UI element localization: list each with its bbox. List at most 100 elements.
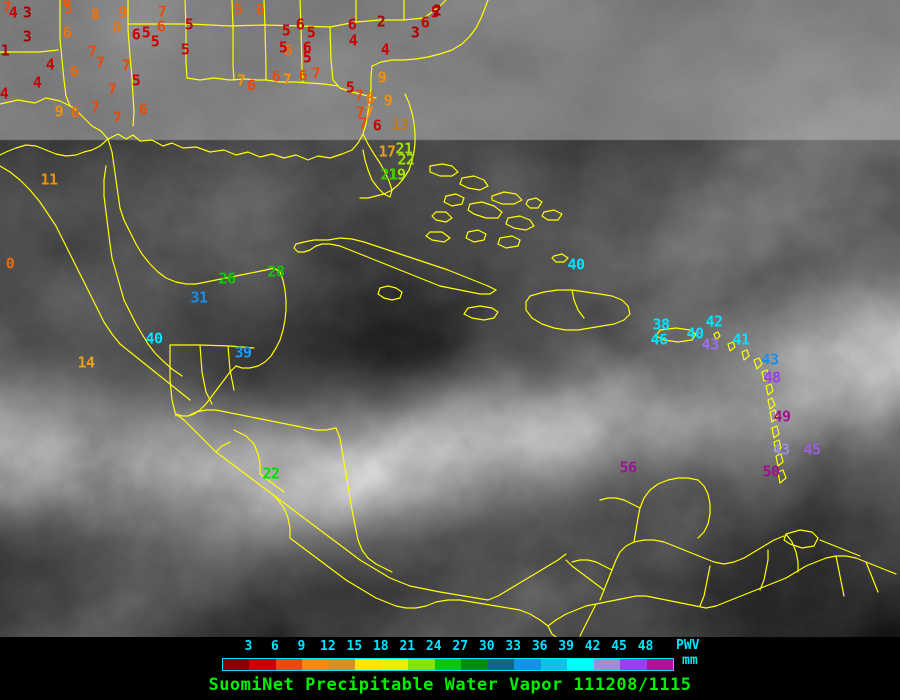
colorbar-tick: 21 <box>399 639 416 654</box>
colorbar-tick: 9 <box>297 639 306 654</box>
colorbar-segment <box>355 659 382 670</box>
station-pwv-value: 5 <box>131 71 141 90</box>
infrared-satellite-imagery <box>0 0 900 637</box>
pwv-quantity-label: PWV <box>676 638 700 653</box>
station-pwv-value: 4 <box>0 84 9 103</box>
station-pwv-value: 5 <box>430 3 440 22</box>
station-pwv-value: 6 <box>131 25 141 44</box>
pwv-unit-text: mm <box>682 653 698 668</box>
colorbar-segment <box>302 659 329 670</box>
station-pwv-value: 6 <box>138 100 148 119</box>
colorbar-tick: 18 <box>372 639 389 654</box>
station-pwv-value: 39 <box>234 343 252 362</box>
station-pwv-value: 5 <box>180 40 190 59</box>
colorbar-segment <box>567 659 594 670</box>
station-pwv-value: 1 <box>0 41 10 60</box>
station-pwv-value: 7 <box>358 114 368 133</box>
station-pwv-value: 14 <box>77 353 95 372</box>
station-pwv-value: 9 <box>54 102 64 121</box>
station-pwv-value: 38 <box>652 315 670 334</box>
station-pwv-value: 2 <box>432 1 442 20</box>
colorbar-segment <box>487 659 515 670</box>
station-pwv-value: 7 <box>355 103 365 122</box>
station-pwv-value: 6 <box>271 67 281 86</box>
station-pwv-value: 6 <box>372 116 382 135</box>
station-pwv-value: 7 <box>364 103 374 122</box>
station-pwv-value: 7 <box>121 56 131 75</box>
station-pwv-value: 13 <box>391 115 409 134</box>
station-pwv-value: 31 <box>190 288 208 307</box>
station-pwv-value: 3 <box>22 3 32 22</box>
station-pwv-value: 5 <box>63 0 73 18</box>
station-pwv-value: 7 <box>90 98 100 117</box>
station-pwv-value: 5 <box>141 23 151 42</box>
station-pwv-value: 6 <box>283 41 293 60</box>
station-pwv-value: 9 <box>118 3 128 22</box>
station-pwv-value: 3 <box>410 23 420 42</box>
station-pwv-value: 45 <box>803 440 821 459</box>
station-pwv-value: 21 <box>380 165 398 184</box>
colorbar-segment <box>461 659 488 670</box>
station-pwv-value: 28 <box>267 262 285 281</box>
station-pwv-value: 19 <box>388 165 406 184</box>
station-pwv-value: 5 <box>302 48 312 67</box>
station-pwv-value: 40 <box>567 255 585 274</box>
colorbar-tick: 12 <box>320 639 336 654</box>
colorbar-segment <box>593 659 621 670</box>
colorbar-segment <box>514 659 541 670</box>
station-pwv-value: 6 <box>347 15 357 34</box>
colorbar-tick: 27 <box>452 639 469 654</box>
colorbar-tick: 36 <box>531 639 548 654</box>
station-pwv-value: 40 <box>686 324 704 343</box>
station-pwv-value: 7 <box>107 80 117 99</box>
station-pwv-value: 6 <box>69 62 79 81</box>
colorbar-segment <box>408 659 435 670</box>
station-pwv-value: 7 <box>87 42 97 61</box>
station-pwv-value: 7 <box>236 71 246 90</box>
station-pwv-value: 7 <box>311 64 321 83</box>
colorbar-segment <box>540 659 568 670</box>
station-pwv-value: 22 <box>397 150 415 169</box>
colorbar-tick: 42 <box>584 639 601 654</box>
station-pwv-value: 7 <box>157 2 167 21</box>
station-pwv-value: 7 <box>112 108 122 127</box>
colorbar-segment <box>249 659 276 670</box>
station-pwv-value: 0 <box>5 254 15 273</box>
station-pwv-value: 22 <box>262 464 280 483</box>
station-pwv-value: 6 <box>62 23 72 42</box>
station-pwv-value: 49 <box>773 407 791 426</box>
station-pwv-value: 6 <box>365 89 375 108</box>
station-pwv-value: 4 <box>45 55 55 74</box>
station-pwv-value: 43 <box>701 335 719 354</box>
station-pwv-value: 2 <box>376 12 386 31</box>
station-pwv-value: 46 <box>650 330 668 349</box>
station-pwv-value: 9 <box>383 91 393 110</box>
station-pwv-value: 42 <box>705 312 723 331</box>
station-pwv-value: 7 <box>354 86 364 105</box>
station-pwv-value: 8 <box>90 5 100 24</box>
station-pwv-value: 8 <box>112 18 122 37</box>
station-pwv-value: 56 <box>619 458 637 477</box>
station-pwv-value: 11 <box>40 170 58 189</box>
station-pwv-value: 5 <box>306 23 316 42</box>
station-pwv-value: 5 <box>233 0 243 19</box>
station-pwv-value: 7 <box>95 53 105 72</box>
colorbar-segment <box>328 659 356 670</box>
colorbar-tick: 45 <box>611 639 627 654</box>
station-pwv-value: 48 <box>763 368 781 387</box>
station-pwv-value: 6 <box>156 17 166 36</box>
station-pwv-value: 5 <box>150 32 160 51</box>
station-pwv-value: 5 <box>345 78 355 97</box>
station-pwv-value: 5 <box>278 38 288 57</box>
station-pwv-value: 3 <box>22 27 32 46</box>
colorbar-segment <box>223 659 250 670</box>
pwv-unit-label: PWV mm <box>676 638 699 668</box>
colorbar-tick: 24 <box>425 639 442 654</box>
station-pwv-value: 41 <box>732 330 750 349</box>
station-pwv-value: 5 <box>184 15 194 34</box>
legend-panel: 3 6 9 12 15 18 21 24 27 30 33 36 39 42 45 48 PWV mm Suo… <box>0 637 900 700</box>
station-pwv-value: 40 <box>145 329 163 348</box>
colorbar-tick: 3 <box>244 639 253 654</box>
